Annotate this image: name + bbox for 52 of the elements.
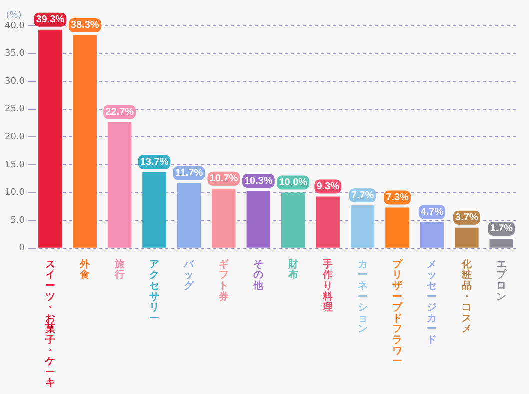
data-label: 10.7%	[210, 174, 238, 185]
y-tick-label: 35.0	[4, 49, 26, 60]
y-tick-label: 25.0	[4, 104, 26, 115]
bar	[386, 208, 410, 248]
y-tick-label: 15.0	[4, 160, 26, 170]
y-tick-label: 40.0	[4, 21, 26, 32]
category-label: スイーツ・お菓子・ケーキ	[45, 259, 56, 390]
data-label: 9.3%	[316, 181, 340, 192]
x-tick-label: ギフト券	[218, 258, 230, 303]
x-tick-label: 手作り料理	[322, 258, 334, 314]
data-label: 13.7%	[140, 156, 169, 168]
y-tick-label: 0	[19, 244, 26, 254]
bar	[108, 122, 132, 248]
y-tick-label: 30.0	[4, 76, 26, 87]
bar	[316, 196, 340, 248]
y-axis-title: (%)	[6, 10, 22, 21]
data-label: 7.3%	[386, 192, 410, 204]
data-label: 10.3%	[244, 176, 273, 187]
data-label: 11.7%	[175, 168, 204, 180]
data-label: 39.3%	[36, 14, 65, 26]
y-tick-label: 10.0	[4, 188, 26, 198]
data-label: 10.0%	[279, 178, 308, 189]
bar	[212, 188, 236, 248]
bar	[455, 228, 479, 248]
x-tick-label: バッグ	[183, 259, 196, 292]
data-label: 3.7%	[456, 212, 478, 224]
x-tick-label: アクセサリー	[150, 259, 160, 324]
x-tick-label: 外食	[79, 258, 92, 282]
y-tick-label: 20.0	[4, 132, 26, 143]
x-tick-label: カーネーション	[358, 259, 368, 336]
x-tick-label: 旅行	[114, 258, 126, 282]
bar	[490, 238, 514, 248]
bar	[420, 222, 444, 248]
x-tick-label: エプロン	[496, 259, 508, 303]
x-tick-label: 財布	[287, 258, 298, 282]
data-label: 1.7%	[490, 224, 514, 235]
data-label: 7.7%	[351, 190, 374, 202]
bar	[282, 192, 306, 248]
x-tick-label: その他	[252, 259, 265, 292]
data-label: 4.7%	[420, 207, 444, 218]
bar	[350, 206, 375, 248]
x-tick-label: メッセージカード	[427, 259, 438, 346]
category-label: プリザーブドフラワー	[392, 259, 403, 368]
bar	[73, 35, 97, 248]
y-tick-label: 5.0	[10, 216, 26, 226]
bar	[177, 183, 202, 248]
bar	[142, 172, 166, 248]
bar	[246, 191, 271, 248]
data-label: 22.7%	[106, 106, 134, 118]
x-tick-label: 化粧品・コスメ	[460, 258, 473, 336]
bar	[38, 30, 62, 248]
data-label: 38.3%	[70, 20, 100, 32]
